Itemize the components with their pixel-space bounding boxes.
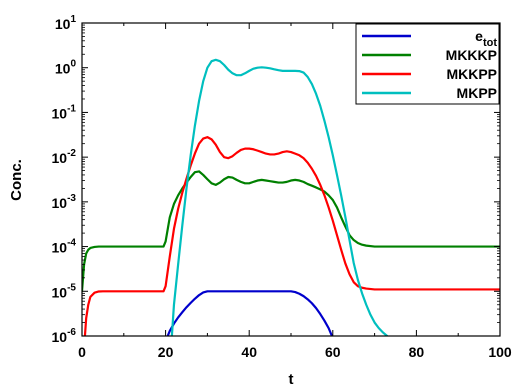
series-line-0 (166, 290, 334, 336)
y-tick-label: 10-5 (52, 282, 77, 300)
x-tick-label: 60 (325, 344, 341, 360)
y-tick-label: 10-1 (52, 103, 77, 121)
tick-layer: 0 20 40 60 80 100 10-6 10-5 10-4 10-3 10-2 10-1 100 1… (52, 14, 512, 360)
x-tick-label: 100 (488, 344, 512, 360)
y-axis-label: Conc. (8, 159, 25, 201)
x-tick-label: 0 (78, 344, 86, 360)
x-axis-label: t (289, 371, 294, 388)
x-tick-label: 20 (158, 344, 174, 360)
series-layer (82, 58, 500, 336)
series-line-1 (82, 170, 500, 293)
y-tick-label: 10-3 (52, 193, 77, 211)
series-line-3 (170, 58, 389, 336)
x-tick-label: 40 (241, 344, 257, 360)
y-tick-label: 10-6 (52, 327, 77, 345)
y-tick-label: 101 (55, 14, 77, 32)
y-tick-label: 100 (55, 59, 77, 77)
series-line-2 (83, 136, 500, 336)
y-tick-label: 10-4 (52, 238, 77, 256)
x-tick-label: 80 (409, 344, 425, 360)
legend-label-2: MKKPP (446, 66, 497, 82)
legend-box (355, 23, 500, 105)
legend-label-3: MKPP (457, 85, 497, 101)
legend-label-0: etot (475, 28, 497, 49)
legend-label-1: MKKKP (446, 47, 497, 63)
y-tick-label: 10-2 (52, 148, 77, 166)
